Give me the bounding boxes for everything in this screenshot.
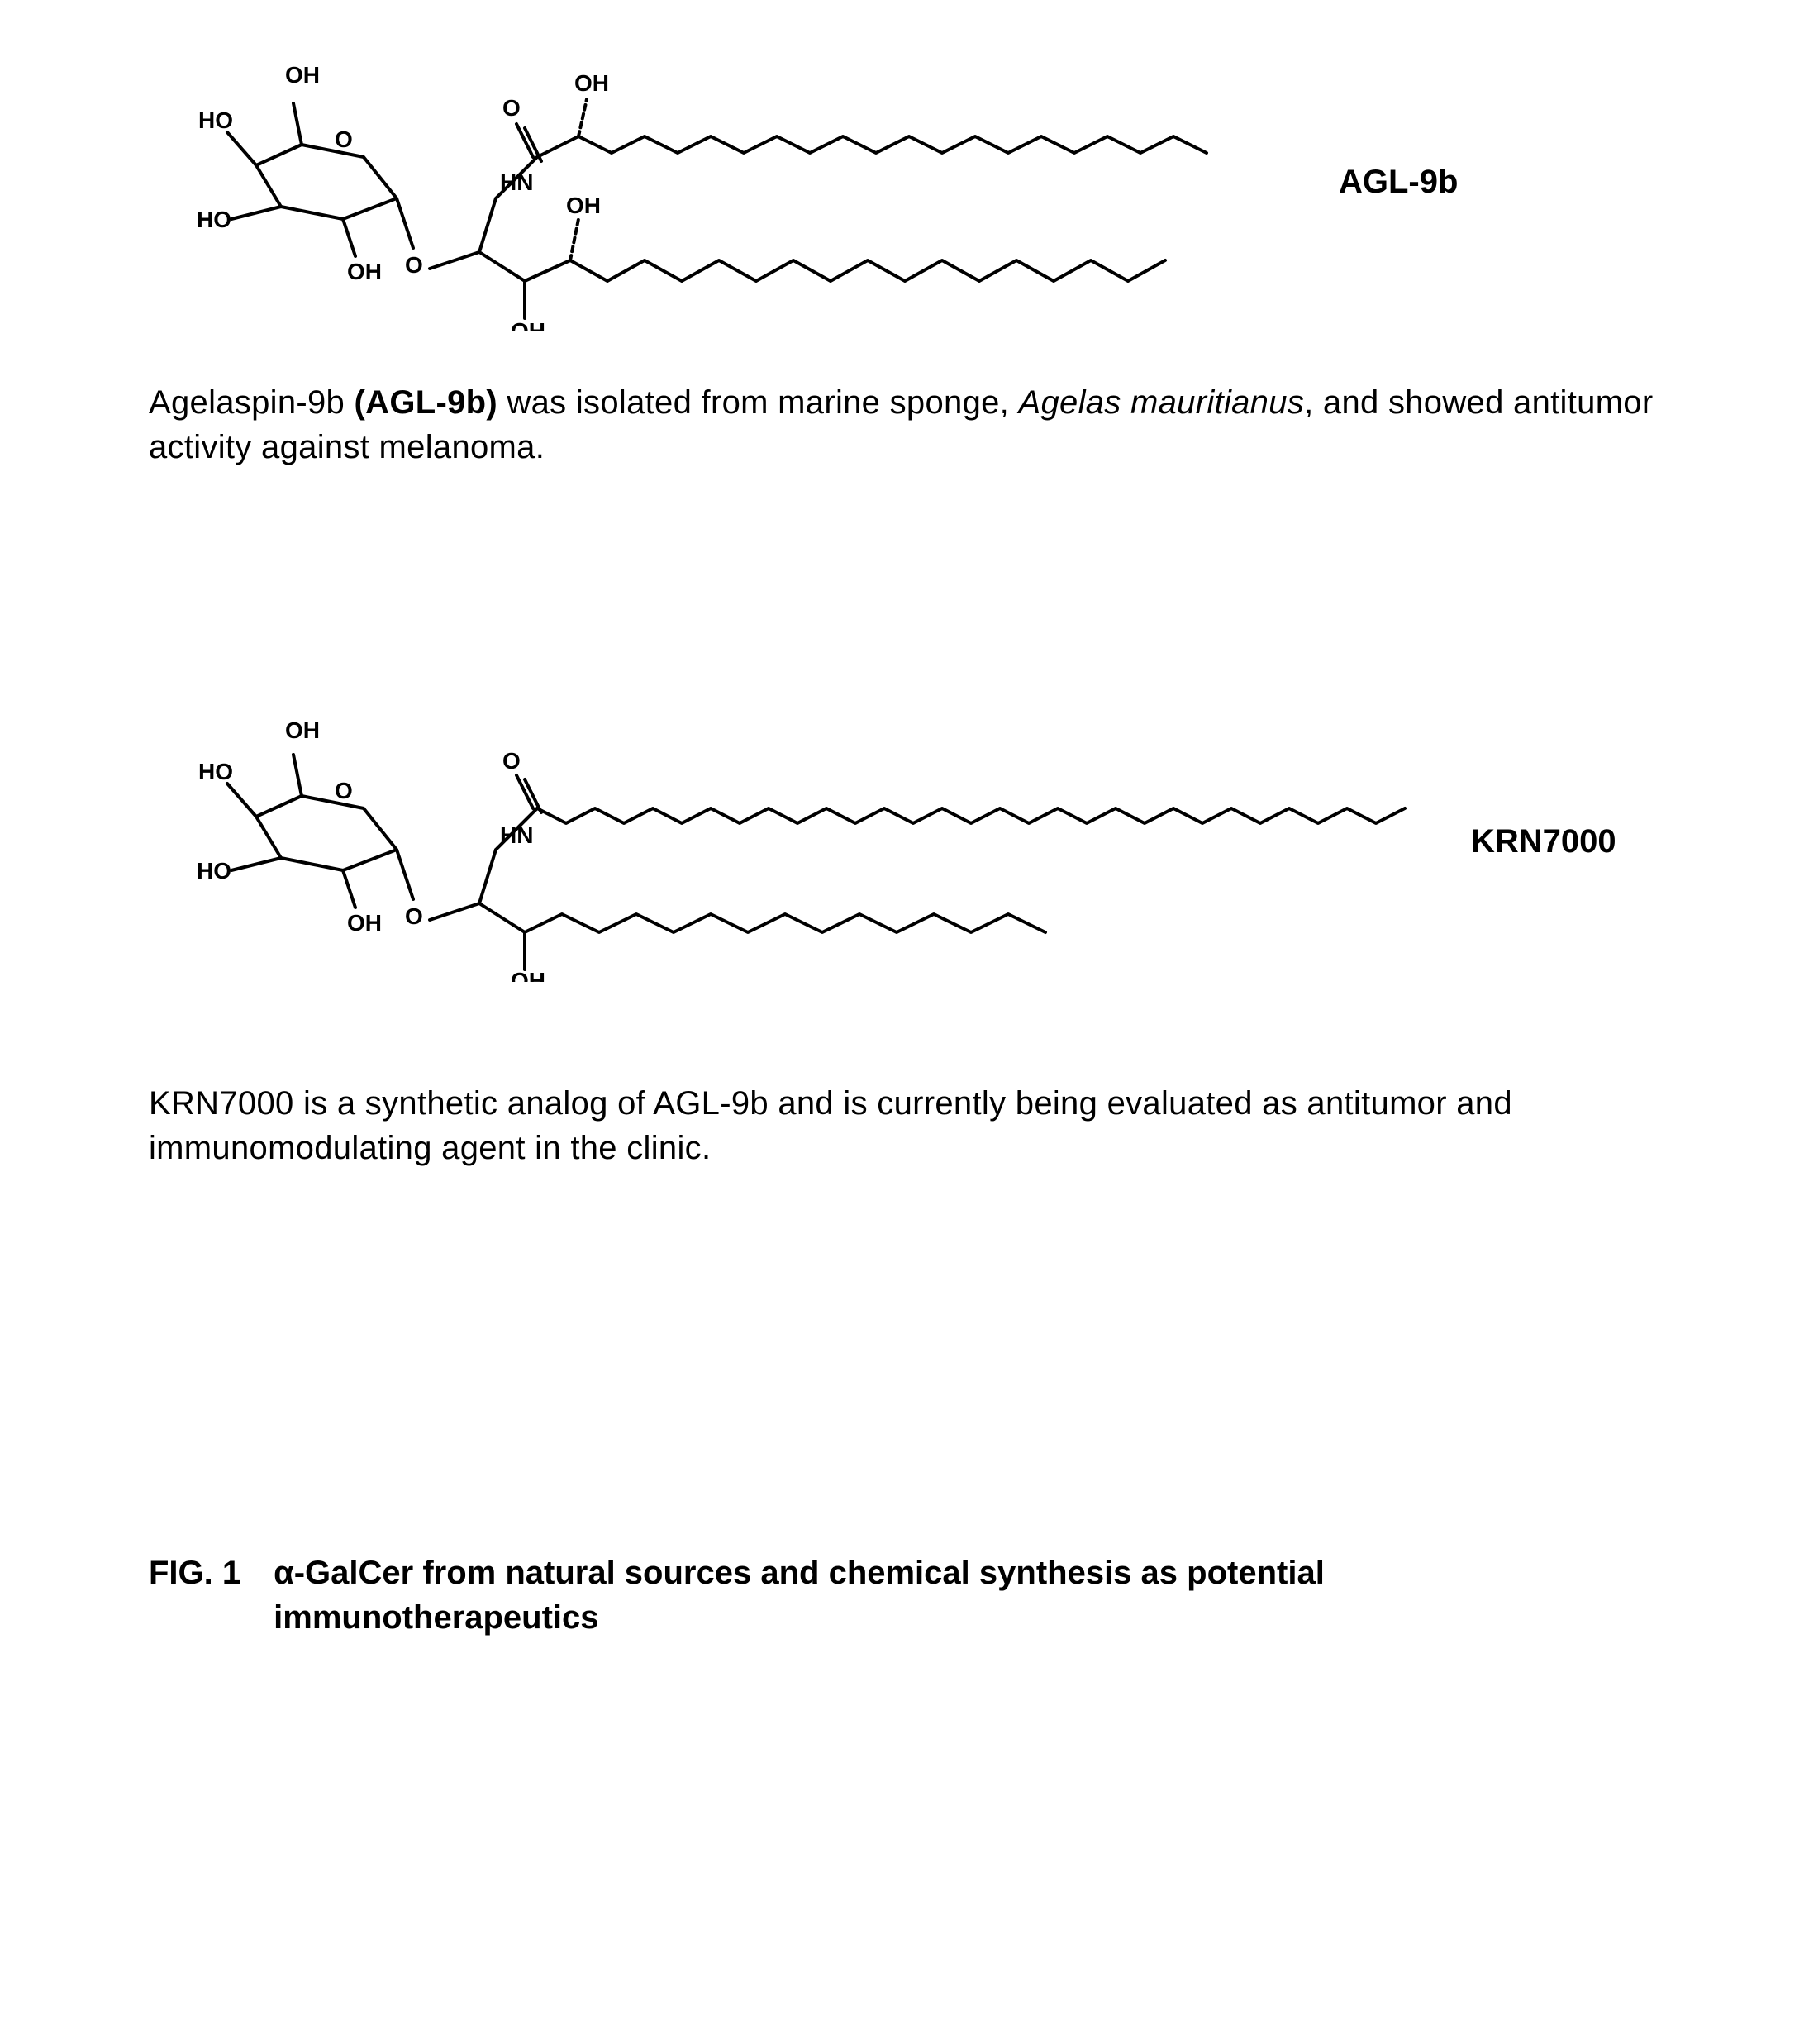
caption-text: Agelaspin-9b [149,384,355,421]
caption-bold: (AGL-9b) [355,384,497,421]
svg-text:HN: HN [500,169,533,195]
svg-text:OH: OH [347,910,382,936]
caption-italic: Agelas mauritianus [1019,384,1305,421]
svg-text:OH: OH [574,70,609,96]
compound-1-label: AGL-9b [1339,164,1458,201]
svg-text:OH: OH [347,259,382,284]
svg-text:O: O [405,252,423,278]
svg-text:OH: OH [511,968,545,982]
compound-2-caption: KRN7000 is a synthetic analog of AGL-9b … [149,1081,1655,1170]
svg-text:HO: HO [198,107,233,133]
compound-2-label: KRN7000 [1471,823,1616,860]
compound-1-block: HO OH HO OH O O HN O OH OH OH AGL-9b [149,33,1655,331]
svg-text:OH: OH [566,193,601,218]
svg-text:OH: OH [285,62,320,88]
svg-text:O: O [405,903,423,929]
compound-1-caption: Agelaspin-9b (AGL-9b) was isolated from … [149,380,1655,469]
caption-text: was isolated from marine sponge, [497,384,1019,421]
figure-text: α-GalCer from natural sources and chemic… [274,1551,1655,1640]
svg-text:HO: HO [198,759,233,784]
caption-text: KRN7000 is a synthetic analog of AGL-9b … [149,1085,1512,1166]
svg-text:O: O [502,95,521,121]
figure-label: FIG. 1 [149,1551,240,1640]
svg-text:OH: OH [511,318,545,331]
svg-text:O: O [335,126,353,152]
svg-text:HN: HN [500,822,533,848]
svg-text:HO: HO [197,207,231,232]
compound-1-row: HO OH HO OH O O HN O OH OH OH AGL-9b [149,33,1655,331]
svg-text:HO: HO [197,858,231,884]
krn7000-structure: HO OH HO OH O O HN O OH [149,701,1438,982]
compound-2-block: HO OH HO OH O O HN O OH KRN7000 [149,701,1655,982]
agl9b-structure: HO OH HO OH O O HN O OH OH OH [149,33,1306,331]
page: HO OH HO OH O O HN O OH OH OH AGL-9b Age… [0,0,1804,2044]
svg-text:OH: OH [285,717,320,743]
svg-text:O: O [335,778,353,803]
compound-2-row: HO OH HO OH O O HN O OH KRN7000 [149,701,1655,982]
figure-caption: FIG. 1 α-GalCer from natural sources and… [149,1551,1655,1640]
svg-text:O: O [502,748,521,774]
